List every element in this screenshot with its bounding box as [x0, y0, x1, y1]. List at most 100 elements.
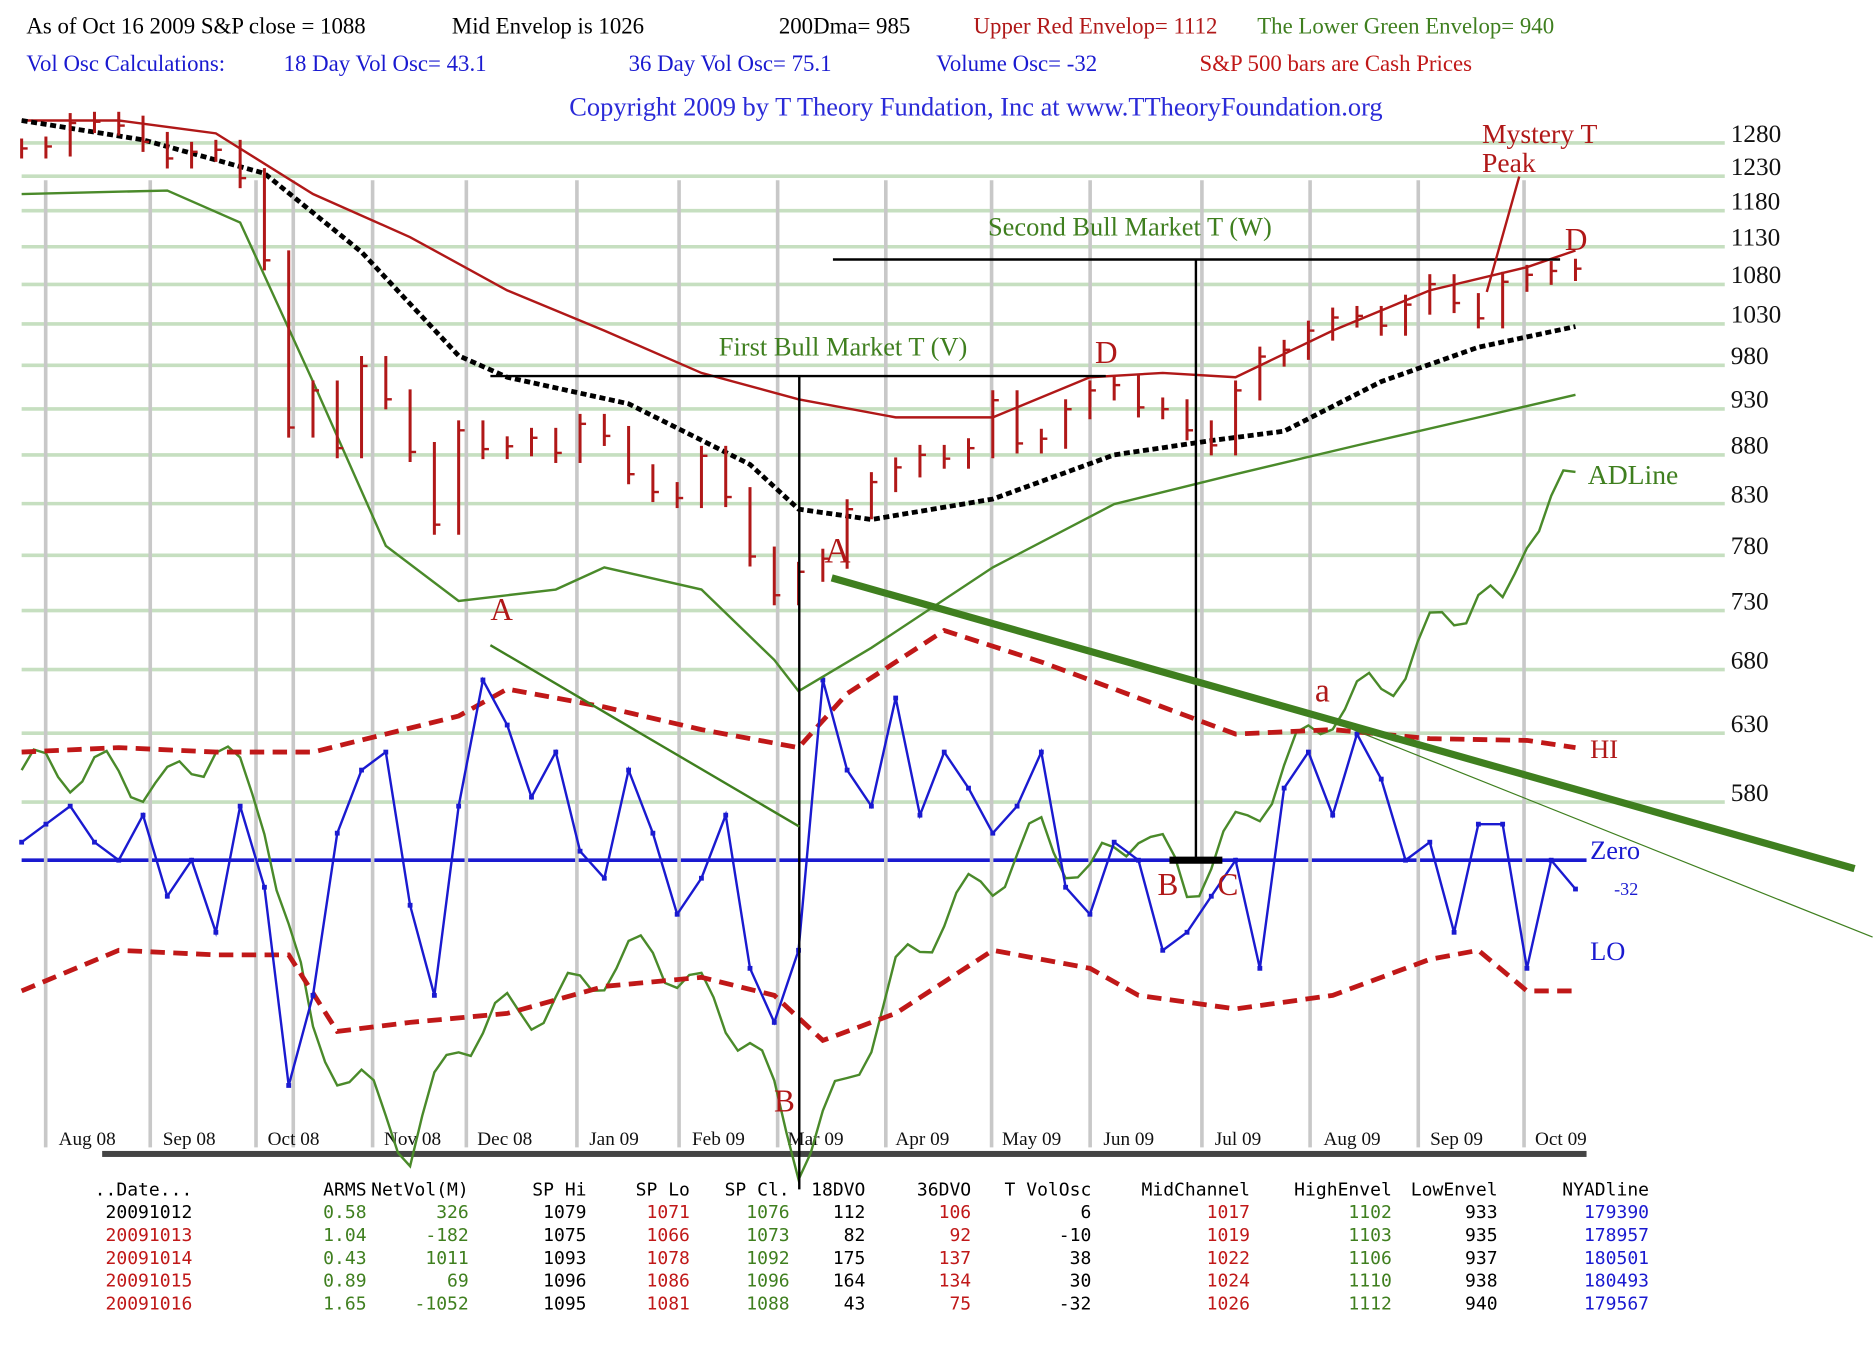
table-cell: 1096: [543, 1271, 586, 1292]
table-header: NetVol(M): [371, 1179, 469, 1200]
adline-label: ADLine: [1588, 459, 1679, 490]
volume-oscillator-point: [407, 902, 413, 908]
upper-red-envelope: [21, 119, 1576, 419]
table-cell: 1.65: [323, 1294, 366, 1315]
table-cell: 1103: [1348, 1225, 1391, 1246]
table-cell: 1076: [746, 1202, 789, 1223]
table-cell: 137: [939, 1248, 972, 1269]
header-18day: 18 Day Vol Osc= 43.1: [284, 51, 487, 76]
price-tick-label: 630: [1731, 711, 1769, 738]
second-bull-label: Second Bull Market T (W): [988, 211, 1272, 241]
table-header: LowEnvel: [1411, 1179, 1498, 1200]
table-cell: 75: [949, 1294, 971, 1315]
table-cell: 179390: [1584, 1202, 1649, 1223]
table-cell: 1112: [1348, 1294, 1391, 1315]
volume-oscillator-point: [1427, 839, 1433, 845]
header-close: As of Oct 16 2009 S&P close = 1088: [26, 14, 365, 39]
volume-oscillator-point: [92, 839, 97, 845]
volume-oscillator-point: [480, 677, 486, 683]
volume-oscillator-point: [1038, 749, 1044, 755]
price-tick-label: 680: [1731, 647, 1769, 674]
price-tick-label: 830: [1731, 481, 1769, 508]
first-bull-label: First Bull Market T (V): [719, 332, 968, 362]
price-tick-label: 980: [1731, 343, 1769, 370]
volume-oscillator-point: [868, 803, 874, 809]
table-cell: 1088: [746, 1294, 789, 1315]
table-cell: 1066: [647, 1225, 690, 1246]
month-label: Sep 08: [163, 1129, 216, 1150]
zero-label: Zero: [1590, 835, 1640, 865]
table-cell: 20091014: [106, 1248, 193, 1269]
volume-oscillator-point: [140, 812, 146, 818]
month-label: Jul 09: [1215, 1129, 1261, 1150]
table-header: HighEnvel: [1294, 1179, 1392, 1200]
volume-oscillator-point: [1306, 749, 1311, 755]
volume-oscillator-point: [1354, 731, 1360, 737]
table-header: NYADline: [1562, 1179, 1649, 1200]
table-cell: 180493: [1584, 1271, 1649, 1292]
time-axis-bar: [102, 1150, 1587, 1157]
b-label-low: B: [774, 1083, 795, 1118]
table-cell: 0.43: [323, 1248, 366, 1269]
price-tick-label: 1280: [1731, 121, 1781, 148]
volume-oscillator-point: [893, 695, 899, 701]
table-header: SP Lo: [636, 1179, 690, 1200]
month-label: Feb 09: [692, 1129, 745, 1150]
price-tick-label: 1180: [1731, 188, 1781, 215]
volume-oscillator-point: [431, 992, 437, 998]
table-cell: 106: [939, 1202, 972, 1223]
volume-oscillator-point: [577, 848, 583, 854]
volume-oscillator-point: [359, 767, 364, 773]
month-label: Oct 08: [268, 1129, 320, 1150]
price-tick-label: 730: [1731, 588, 1769, 615]
table-cell: 69: [447, 1271, 469, 1292]
volume-oscillator-point: [1403, 857, 1408, 863]
volume-oscillator-point: [1548, 857, 1554, 863]
volume-oscillator-point: [19, 839, 25, 845]
table-header: T VolOsc: [1005, 1179, 1092, 1200]
volume-oscillator-point: [771, 1019, 777, 1025]
header-36day: 36 Day Vol Osc= 75.1: [629, 51, 832, 76]
current-osc-label: -32: [1614, 879, 1638, 899]
volume-oscillator-point: [1208, 893, 1214, 899]
table-cell: 1011: [425, 1248, 468, 1269]
table-cell: 1102: [1348, 1202, 1391, 1223]
volume-oscillator-point: [1524, 965, 1530, 971]
volume-oscillator-point: [1573, 886, 1578, 892]
table-cell: 20091012: [106, 1202, 193, 1223]
table-cell: 1024: [1207, 1271, 1250, 1292]
price-tick-label: 1130: [1731, 225, 1781, 252]
table-cell: 1.04: [323, 1225, 366, 1246]
vol-osc-lo-band: [20, 947, 1576, 1044]
table-header: ..Date...: [95, 1179, 193, 1200]
volume-oscillator-point: [334, 830, 340, 836]
table-cell: 1092: [746, 1248, 789, 1269]
month-label: Aug 09: [1324, 1129, 1381, 1150]
table-cell: 933: [1465, 1202, 1498, 1223]
table-cell: 178957: [1584, 1225, 1649, 1246]
volume-oscillator-point: [1136, 857, 1141, 863]
volume-oscillator-point: [1063, 884, 1069, 890]
hi-label: HI: [1590, 734, 1618, 764]
lower-green-envelope: [21, 189, 1576, 693]
table-cell: 1106: [1348, 1248, 1391, 1269]
table-cell: 938: [1465, 1271, 1498, 1292]
volume-oscillator-point: [1111, 839, 1117, 845]
volume-oscillator-point: [626, 767, 632, 773]
table-cell: 937: [1465, 1248, 1498, 1269]
month-label: Nov 08: [384, 1129, 441, 1150]
volume-oscillator-point: [650, 830, 656, 836]
volume-oscillator-point: [674, 911, 680, 917]
price-gridlines: [21, 141, 1725, 863]
month-label: Sep 09: [1430, 1129, 1483, 1150]
table-cell: 180501: [1584, 1248, 1649, 1269]
volume-oscillator-point: [917, 812, 923, 818]
table-cell: -182: [425, 1225, 468, 1246]
month-label: May 09: [1002, 1129, 1061, 1150]
header-cash-prices: S&P 500 bars are Cash Prices: [1200, 51, 1473, 76]
table-cell: 6: [1080, 1202, 1091, 1223]
volume-oscillator-point: [213, 929, 219, 935]
volume-oscillator-point: [1184, 929, 1190, 935]
copyright: Copyright 2009 by T Theory Fundation, In…: [569, 91, 1382, 121]
price-tick-label: 1230: [1731, 154, 1781, 181]
